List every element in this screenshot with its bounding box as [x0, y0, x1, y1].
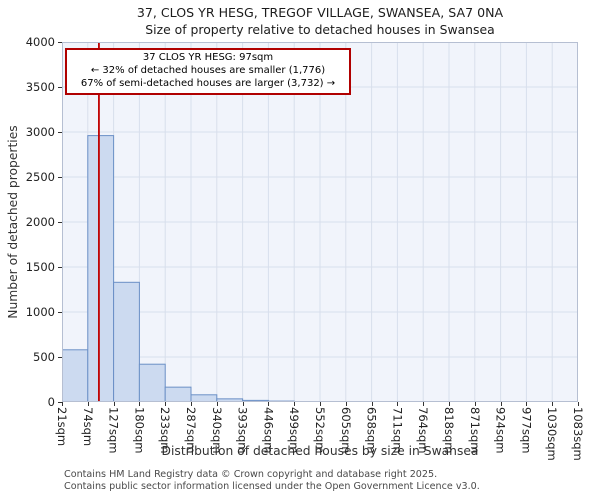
x-tick-label: 340sqm [209, 407, 224, 454]
x-tick-label: 924sqm [493, 407, 508, 454]
y-tick-label: 2500 [25, 170, 55, 184]
x-tick-label: 711sqm [390, 407, 405, 454]
x-tick-label: 180sqm [132, 407, 147, 454]
x-tick-mark [62, 402, 63, 406]
x-tick-label: 393sqm [235, 407, 250, 454]
x-tick-label: 287sqm [184, 407, 198, 454]
x-tick-mark [423, 402, 425, 406]
x-tick-mark [345, 402, 347, 406]
x-tick-label: 871sqm [467, 407, 482, 454]
x-tick-mark [578, 402, 579, 406]
chart-canvas [62, 42, 578, 402]
x-tick-label: 21sqm [55, 407, 69, 447]
x-tick-label: 764sqm [416, 407, 431, 454]
x-tick-label: 552sqm [313, 407, 327, 454]
x-tick-label: 977sqm [519, 407, 534, 454]
y-tick-label: 3000 [25, 125, 55, 139]
page-subtitle: Size of property relative to detached ho… [145, 22, 495, 37]
annotation-smaller-line: ← 32% of detached houses are smaller (1,… [90, 64, 326, 76]
x-tick-mark [526, 402, 528, 406]
x-tick-mark [87, 402, 89, 406]
x-tick-mark [113, 402, 115, 406]
x-tick-mark [320, 402, 321, 406]
attribution-line-1: Contains HM Land Registry data © Crown c… [64, 469, 438, 480]
histogram-plot [62, 42, 578, 402]
x-tick-label: 127sqm [106, 407, 121, 454]
y-tick-label: 3500 [25, 80, 55, 94]
x-tick-mark [268, 402, 270, 406]
x-tick-label: 499sqm [287, 407, 302, 454]
x-tick-label: 1030sqm [545, 407, 560, 461]
x-tick-mark [552, 402, 554, 406]
x-tick-mark [139, 402, 141, 406]
y-tick-mark [58, 132, 62, 133]
x-tick-label: 658sqm [364, 407, 379, 454]
x-tick-label: 74sqm [80, 407, 95, 447]
x-tick-mark [371, 402, 373, 406]
x-tick-mark [242, 402, 244, 406]
y-tick-mark [58, 402, 62, 403]
y-tick-label: 4000 [25, 35, 55, 49]
x-tick-label: 818sqm [442, 407, 456, 454]
x-tick-mark [294, 402, 296, 406]
x-axis-label: Distribution of detached houses by size … [161, 444, 479, 458]
attribution-line-2: Contains public sector information licen… [64, 480, 480, 492]
y-tick-label: 1000 [25, 305, 55, 319]
y-tick-label: 2000 [25, 215, 55, 229]
annotation-larger-line: 67% of semi-detached houses are larger (… [80, 77, 336, 89]
y-tick-mark [58, 222, 62, 223]
x-tick-mark [474, 402, 476, 406]
y-tick-mark [58, 267, 62, 268]
x-tick-label: 446sqm [261, 407, 276, 454]
annotation-property-line: 37 CLOS YR HESG: 97sqm [142, 52, 274, 63]
x-tick-mark [191, 402, 192, 406]
x-tick-mark [397, 402, 399, 406]
y-tick-mark [58, 42, 62, 43]
x-tick-mark [449, 402, 450, 406]
annotation-box: 37 CLOS YR HESG: 97sqm ← 32% of detached… [65, 48, 351, 96]
y-tick-mark [58, 87, 62, 88]
y-tick-mark [58, 177, 62, 178]
x-tick-label: 1083sqm [571, 407, 585, 461]
x-tick-label: 233sqm [158, 407, 173, 454]
y-tick-mark [58, 312, 62, 313]
y-tick-label: 500 [33, 350, 55, 364]
page-title: 37, CLOS YR HESG, TREGOF VILLAGE, SWANSE… [136, 5, 504, 20]
y-tick-mark [58, 357, 62, 358]
y-tick-label: 1500 [25, 260, 55, 274]
x-tick-mark [500, 402, 502, 406]
x-tick-mark [216, 402, 218, 406]
x-tick-label: 605sqm [338, 407, 353, 454]
y-tick-label: 0 [47, 395, 55, 409]
x-tick-mark [165, 402, 167, 406]
attribution-footer: Contains HM Land Registry data © Crown c… [64, 469, 480, 492]
